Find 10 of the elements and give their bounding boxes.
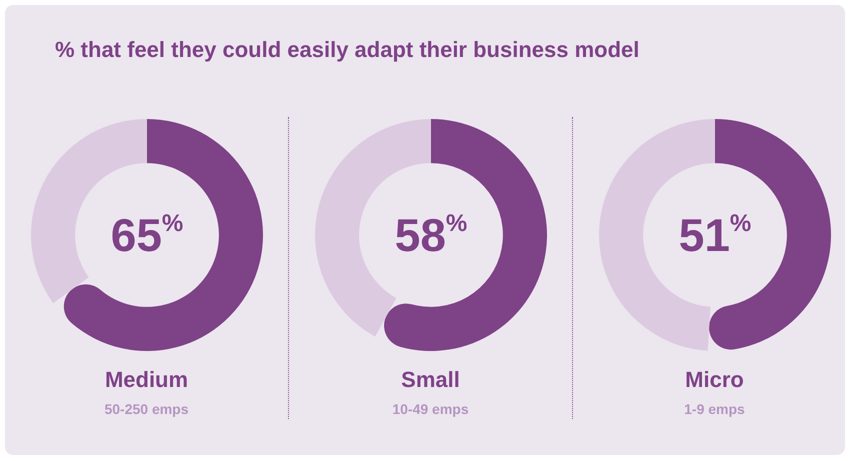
text: 65% [110,209,183,261]
text: % that feel they could easily adapt their business model [55,37,640,63]
text: 58% [394,209,467,261]
text: 51% [678,209,751,261]
text: 50-250 emps [104,401,189,417]
text: 10-49 emps [392,401,469,417]
text: 1-9 emps [684,401,745,417]
text: Small [401,367,460,393]
text: Micro [685,367,744,393]
text: Medium [104,367,188,393]
